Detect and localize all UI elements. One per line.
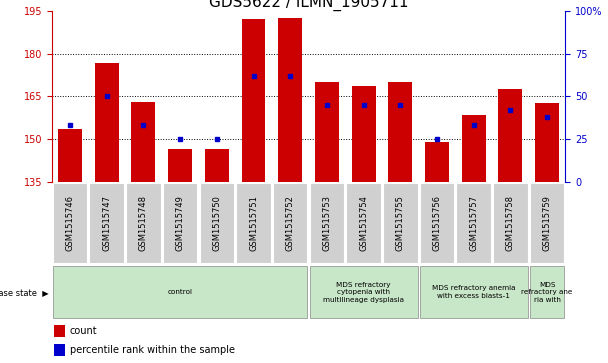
FancyBboxPatch shape	[309, 183, 344, 263]
Text: GSM1515759: GSM1515759	[542, 195, 551, 251]
Text: count: count	[70, 326, 97, 336]
Bar	[499, 89, 522, 182]
FancyBboxPatch shape	[457, 183, 491, 263]
Text: MDS
refractory ane
ria with: MDS refractory ane ria with	[522, 282, 573, 303]
Text: MDS refractory anemia
with excess blasts-1: MDS refractory anemia with excess blasts…	[432, 285, 516, 299]
Bar	[168, 149, 192, 182]
Text: percentile rank within the sample: percentile rank within the sample	[70, 345, 235, 355]
FancyBboxPatch shape	[273, 183, 308, 263]
Text: GSM1515750: GSM1515750	[212, 195, 221, 251]
Text: MDS refractory
cytopenia with
multilineage dysplasia: MDS refractory cytopenia with multilinea…	[323, 282, 404, 303]
Bar	[54, 325, 64, 337]
FancyBboxPatch shape	[420, 183, 454, 263]
Bar	[461, 115, 486, 182]
FancyBboxPatch shape	[89, 183, 124, 263]
Text: GSM1515751: GSM1515751	[249, 195, 258, 251]
Bar	[315, 82, 339, 182]
Text: GSM1515749: GSM1515749	[176, 195, 185, 251]
FancyBboxPatch shape	[126, 183, 161, 263]
Bar	[131, 102, 156, 182]
Text: GSM1515748: GSM1515748	[139, 195, 148, 251]
Bar	[425, 142, 449, 182]
Text: GSM1515747: GSM1515747	[102, 195, 111, 251]
Title: GDS5622 / ILMN_1905711: GDS5622 / ILMN_1905711	[209, 0, 409, 11]
Text: GSM1515758: GSM1515758	[506, 195, 515, 251]
Text: control: control	[168, 289, 193, 295]
Bar	[95, 64, 119, 182]
Text: GSM1515756: GSM1515756	[432, 195, 441, 251]
FancyBboxPatch shape	[530, 266, 564, 318]
Bar	[389, 82, 412, 182]
Bar	[351, 86, 376, 182]
Bar	[535, 103, 559, 182]
FancyBboxPatch shape	[237, 183, 271, 263]
FancyBboxPatch shape	[309, 266, 418, 318]
Text: GSM1515757: GSM1515757	[469, 195, 478, 251]
FancyBboxPatch shape	[347, 183, 381, 263]
FancyBboxPatch shape	[53, 183, 88, 263]
Bar	[58, 129, 82, 182]
FancyBboxPatch shape	[53, 266, 308, 318]
FancyBboxPatch shape	[530, 183, 564, 263]
Text: GSM1515754: GSM1515754	[359, 195, 368, 251]
Text: GSM1515753: GSM1515753	[322, 195, 331, 251]
FancyBboxPatch shape	[420, 266, 528, 318]
FancyBboxPatch shape	[383, 183, 418, 263]
FancyBboxPatch shape	[163, 183, 198, 263]
Bar	[241, 20, 266, 182]
Text: GSM1515752: GSM1515752	[286, 195, 295, 251]
Bar	[205, 149, 229, 182]
Text: GSM1515755: GSM1515755	[396, 195, 405, 251]
FancyBboxPatch shape	[199, 183, 234, 263]
FancyBboxPatch shape	[493, 183, 528, 263]
Text: disease state  ▶: disease state ▶	[0, 288, 49, 297]
Text: GSM1515746: GSM1515746	[66, 195, 75, 251]
Bar	[278, 18, 302, 182]
Bar	[54, 344, 64, 356]
